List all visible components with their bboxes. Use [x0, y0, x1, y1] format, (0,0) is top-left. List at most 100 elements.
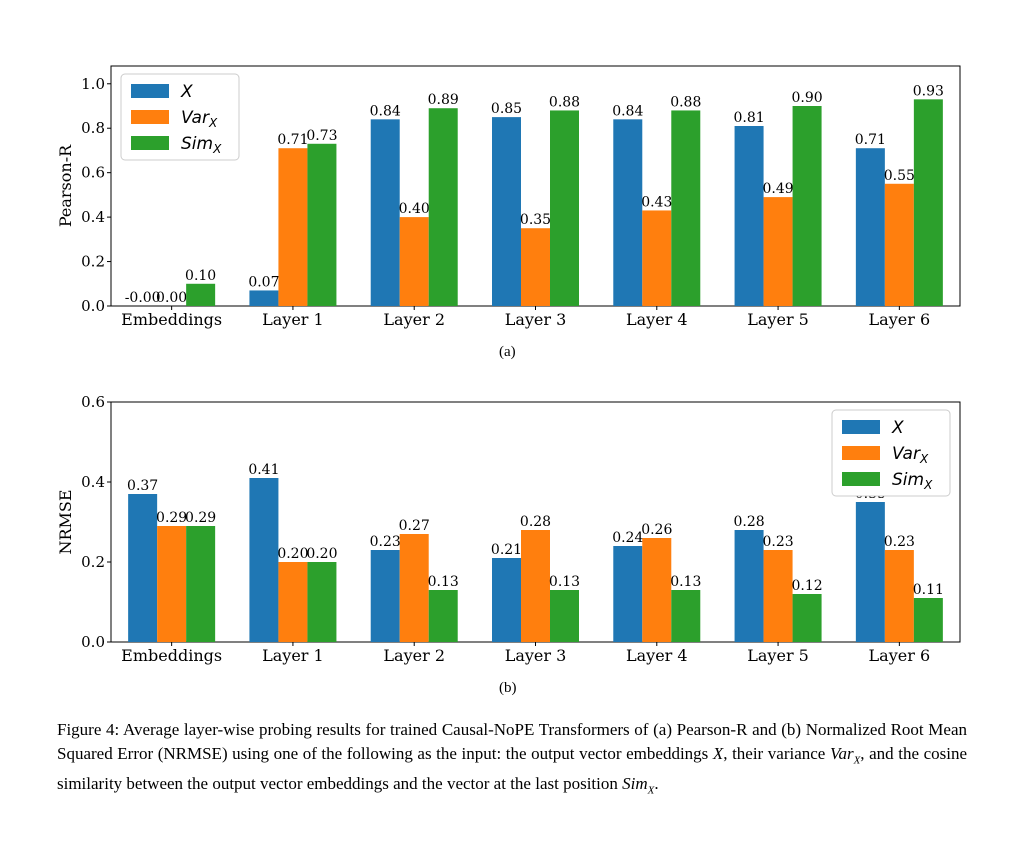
bar-simx — [671, 110, 701, 306]
bar-simx — [307, 143, 337, 306]
bar-simx — [550, 110, 579, 306]
nrmse-chart: 0.0 0.2 0.4 0.6 NRMSE Embeddings 0.37 0.290.29 L… — [56, 393, 961, 665]
bar-value-label: 0.35 — [520, 212, 551, 228]
x-tick-label: Layer 6 — [869, 646, 931, 665]
bar-value-label: 0.23 — [762, 534, 793, 550]
pearson-r-chart: 0.0 0.2 0.4 0.6 0.8 1.0 Pearson-R Embeddings -0.… — [56, 65, 961, 329]
bar-value-label: 0.13 — [549, 574, 580, 590]
bar-simx — [792, 106, 822, 306]
y-tick-label: 0.0 — [81, 633, 105, 651]
bar-value-label: 0.41 — [248, 462, 279, 478]
bar-value-label: 0.29 — [156, 510, 187, 526]
bar-value-label: 0.84 — [612, 103, 643, 119]
legend-entry-simx: SimX — [892, 470, 933, 492]
bar-x — [734, 126, 764, 306]
bar-simx — [913, 598, 943, 642]
y-tick-label: 0.6 — [81, 393, 105, 411]
y-axis-label: NRMSE — [56, 489, 75, 554]
y-tick-label: 0.2 — [81, 253, 105, 271]
x-tick-label: Layer 4 — [626, 310, 688, 329]
bar-value-label: 0.00 — [156, 290, 187, 306]
x-tick-label: Layer 2 — [383, 310, 445, 329]
y-tick-label: 1.0 — [81, 75, 105, 93]
bar-value-label: 0.29 — [185, 510, 216, 526]
bar-x — [249, 290, 279, 306]
x-tick-label: Layer 3 — [505, 646, 567, 665]
caption-symbol-var: VarX — [829, 744, 861, 767]
y-tick-label: 0.2 — [81, 553, 105, 571]
bar-value-label: 0.13 — [428, 574, 459, 590]
caption-text-3: , and the cosine similarity between the … — [57, 744, 967, 794]
legend-swatch-x — [131, 84, 169, 98]
x-tick-label: Layer 1 — [262, 646, 324, 665]
bar-varx — [399, 217, 429, 306]
bar-value-label: 0.84 — [370, 103, 401, 119]
bar-simx — [913, 99, 943, 306]
bar-x — [855, 502, 885, 642]
bar-x — [370, 550, 400, 642]
legend-entry-x: X — [891, 418, 904, 438]
bar-value-label: 0.27 — [399, 518, 430, 534]
bar-varx — [278, 562, 308, 642]
bar-x — [613, 119, 643, 306]
bar-value-label: 0.07 — [248, 274, 279, 290]
bar-value-label: 0.71 — [855, 132, 886, 148]
bar-varx — [763, 550, 793, 642]
bar-value-label: 0.88 — [670, 94, 701, 110]
bar-value-label: 0.11 — [913, 582, 944, 598]
bar-x — [249, 478, 279, 642]
bar-x — [492, 117, 521, 306]
x-tick-label: Layer 2 — [383, 646, 445, 665]
bar-x — [128, 494, 158, 642]
bar-simx — [671, 590, 701, 642]
legend-entry-x: X — [180, 82, 193, 102]
bar-value-label: 0.26 — [641, 522, 672, 538]
subfigure-label-b: (b) — [499, 680, 517, 696]
bar-x — [370, 119, 400, 306]
bar-varx — [884, 183, 914, 306]
bar-value-label: 0.81 — [733, 110, 764, 126]
bar-value-label: 0.23 — [884, 534, 915, 550]
bar-value-label: 0.21 — [491, 542, 522, 558]
bar-value-label: 0.93 — [913, 83, 944, 99]
caption-text-2: , their variance — [723, 744, 830, 763]
bar-varx — [521, 530, 550, 642]
bar-value-label: 0.20 — [306, 546, 337, 562]
bar-value-label: 0.20 — [277, 546, 308, 562]
bar-value-label: 0.12 — [791, 578, 822, 594]
bar-value-label: 0.28 — [520, 514, 551, 530]
bar-simx — [186, 526, 216, 642]
y-tick-label: 0.8 — [81, 119, 105, 137]
bar-value-label: 0.24 — [612, 530, 643, 546]
caption-symbol-sim: SimX — [622, 774, 655, 797]
x-tick-label: Embeddings — [121, 646, 222, 665]
bar-varx — [642, 210, 672, 306]
bar-simx — [186, 283, 216, 306]
bar-x — [734, 530, 764, 642]
bar-value-label: 0.85 — [491, 101, 522, 117]
bar-x — [855, 148, 885, 306]
bar-simx — [428, 108, 458, 306]
y-axis-label: Pearson-R — [56, 144, 75, 227]
bar-varx — [278, 148, 308, 306]
bar-value-label: 0.71 — [277, 132, 308, 148]
legend-swatch-simx — [842, 472, 880, 486]
legend-entry-simx: SimX — [181, 134, 222, 156]
bar-value-label: 0.90 — [791, 90, 822, 106]
x-tick-label: Layer 6 — [869, 310, 931, 329]
x-tick-label: Layer 3 — [505, 310, 567, 329]
y-tick-label: 0.6 — [81, 164, 105, 182]
legend-swatch-simx — [131, 136, 169, 150]
subfigure-label-a: (a) — [499, 344, 516, 360]
bar-value-label: 0.89 — [428, 92, 459, 108]
bar-varx — [884, 550, 914, 642]
bar-simx — [792, 594, 822, 642]
legend-entry-varx: VarX — [892, 444, 929, 466]
legend-swatch-x — [842, 420, 880, 434]
bar-varx — [642, 538, 672, 642]
legend-swatch-varx — [842, 446, 880, 460]
bar-simx — [428, 590, 458, 642]
bar-varx — [763, 197, 793, 306]
bar-value-label: 0.88 — [549, 94, 580, 110]
figure-caption: Figure 4: Average layer-wise probing res… — [57, 718, 967, 803]
